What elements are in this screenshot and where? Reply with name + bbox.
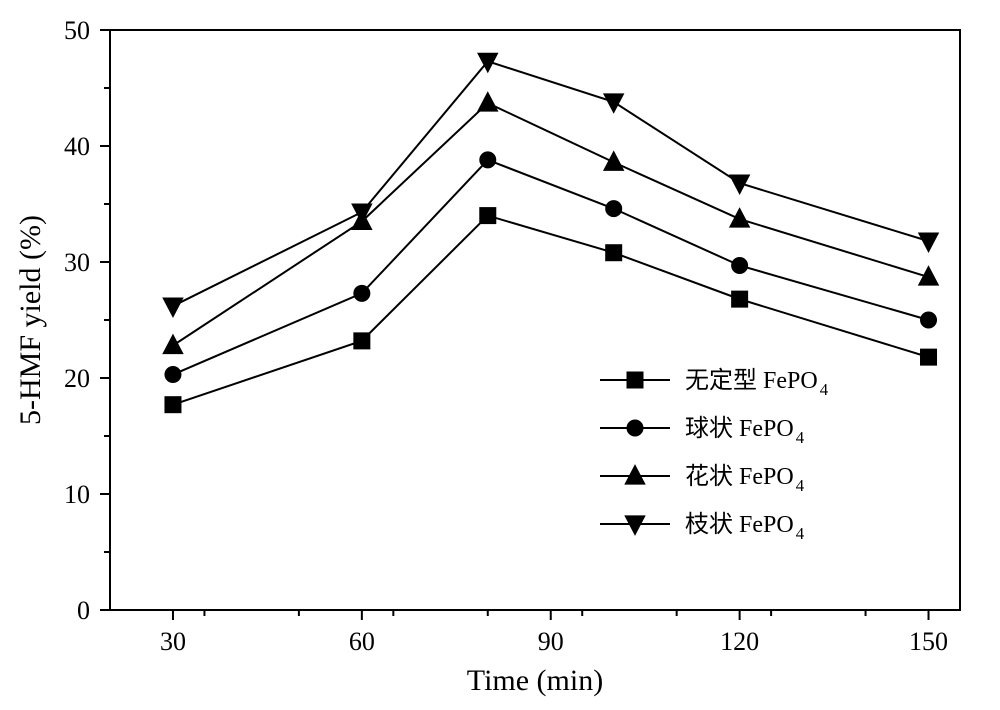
- marker-2-4: [730, 208, 750, 227]
- legend-sub-1: 4: [796, 428, 805, 447]
- chart-svg: 30 60 90 120 150 Time (min) 0 10 20 30 40 50 5-HMF y…: [0, 0, 1000, 710]
- marker-2-0: [163, 335, 183, 354]
- legend-marker-1: [627, 420, 643, 436]
- x-tick-label: 150: [909, 627, 948, 656]
- marker-3-5: [919, 233, 939, 252]
- x-tick-label: 60: [349, 627, 375, 656]
- legend-label-0: 无定型 FePO: [685, 367, 818, 394]
- marker-2-2: [478, 92, 498, 111]
- marker-1-2: [480, 152, 496, 168]
- legend-marker-0: [627, 372, 643, 388]
- legend-marker-3: [625, 516, 645, 535]
- y-tick-label: 40: [64, 132, 90, 161]
- series-1: [165, 152, 937, 383]
- y-tick-label: 20: [64, 364, 90, 393]
- legend: 无定型 FePO4球状 FePO4花状 FePO4枝状 FePO4: [600, 367, 829, 543]
- legend-sub-0: 4: [820, 380, 829, 399]
- y-tick-label: 50: [64, 16, 90, 45]
- y-axis-label: 5-HMF yield (%): [14, 215, 47, 425]
- marker-0-0: [165, 397, 181, 413]
- marker-3-1: [352, 204, 372, 223]
- legend-marker-2: [625, 465, 645, 484]
- marker-0-3: [606, 245, 622, 261]
- y-tick-label: 0: [77, 596, 90, 625]
- series-line-2: [173, 103, 929, 345]
- legend-label-3: 枝状 FePO: [685, 511, 794, 538]
- marker-2-3: [604, 151, 624, 170]
- marker-0-4: [732, 291, 748, 307]
- x-tick-label: 90: [538, 627, 564, 656]
- marker-0-2: [480, 208, 496, 224]
- marker-1-4: [732, 257, 748, 273]
- marker-0-1: [354, 333, 370, 349]
- marker-3-0: [163, 298, 183, 317]
- marker-1-0: [165, 367, 181, 383]
- marker-3-3: [604, 94, 624, 113]
- marker-1-3: [606, 201, 622, 217]
- x-tick-label: 30: [160, 627, 186, 656]
- marker-0-5: [921, 349, 937, 365]
- chart-container: 30 60 90 120 150 Time (min) 0 10 20 30 40 50 5-HMF y…: [0, 0, 1000, 710]
- marker-1-5: [921, 312, 937, 328]
- series-line-1: [173, 160, 929, 375]
- series-2: [163, 92, 938, 353]
- legend-label-1: 球状 FePO: [685, 415, 794, 442]
- y-tick-label: 30: [64, 248, 90, 277]
- y-tick-label: 10: [64, 480, 90, 509]
- plot-border: [110, 30, 960, 610]
- x-axis-label: Time (min): [467, 664, 603, 697]
- legend-sub-2: 4: [796, 476, 805, 495]
- legend-sub-3: 4: [796, 524, 805, 543]
- x-tick-label: 120: [720, 627, 759, 656]
- legend-label-2: 花状 FePO: [685, 463, 794, 490]
- marker-1-1: [354, 285, 370, 301]
